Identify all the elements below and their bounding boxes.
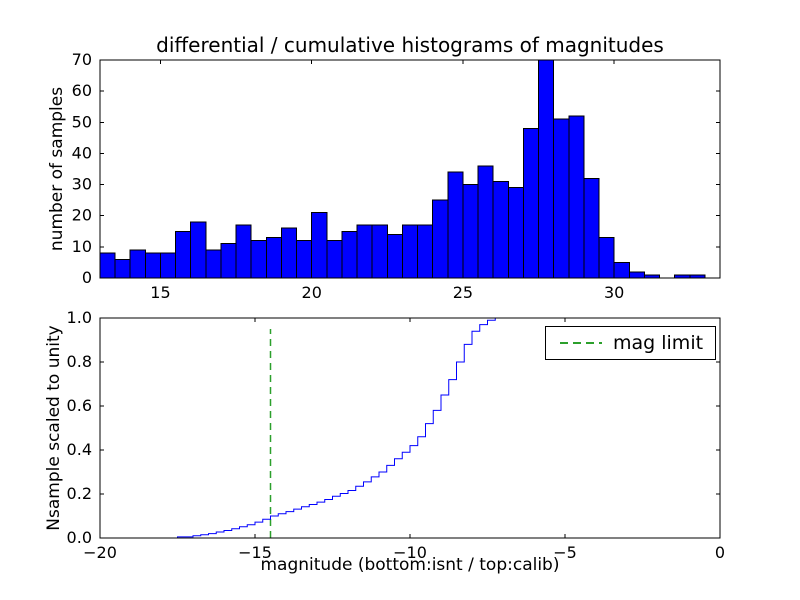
- top-histogram-axes: 15 20 25 30 0 10 20 30 40 50 60 70: [72, 50, 721, 302]
- histogram-bar: [401, 224, 419, 279]
- histogram-bar: [326, 240, 343, 279]
- histogram-bar: [356, 224, 373, 279]
- y-tick-label: 60: [72, 81, 92, 100]
- y-tick-label: 10: [72, 237, 92, 256]
- y-tick-label: 0: [82, 268, 92, 287]
- histogram-bar: [538, 59, 555, 279]
- histogram-bar: [99, 252, 116, 279]
- histogram-bar: [341, 230, 358, 279]
- legend: mag limit: [545, 326, 717, 360]
- y-tick-label: 70: [72, 50, 92, 69]
- cumulative-step-line: [100, 317, 720, 539]
- histogram-bar: [492, 180, 509, 279]
- histogram-bar: [205, 249, 222, 279]
- histogram-bar: [220, 243, 237, 279]
- histogram-bar: [114, 258, 131, 279]
- histogram-bar: [250, 240, 267, 279]
- y-tick-label: 20: [72, 206, 92, 225]
- histogram-bar: [613, 261, 630, 279]
- x-tick-label: 0: [715, 543, 725, 562]
- x-tick-label: 25: [453, 283, 473, 302]
- y-tick-label: 1.0: [67, 308, 92, 327]
- axes-frame: [99, 59, 721, 279]
- histogram-bar: [144, 252, 161, 279]
- bottom-cumulative-axes: −20 −15 −10 −5 0 0.0 0.2 0.4 0.6 0.8 1.0: [67, 308, 726, 562]
- y-tick-label: 50: [72, 112, 92, 131]
- histogram-bar: [386, 233, 403, 279]
- x-tick-label: −15: [238, 543, 272, 562]
- y-tick-label: 40: [72, 143, 92, 162]
- histogram-bar: [522, 128, 540, 279]
- histogram-bar: [280, 227, 298, 279]
- histogram-bar: [462, 184, 479, 279]
- histogram-bar: [296, 240, 313, 279]
- legend-label: mag limit: [613, 332, 704, 354]
- histogram-bar: [175, 230, 192, 279]
- histogram-bar: [190, 221, 207, 279]
- histogram-bar: [159, 252, 177, 279]
- histogram-bar: [417, 224, 434, 279]
- histogram-bar: [447, 171, 464, 279]
- histogram-bars: [99, 59, 706, 279]
- x-tick-label: −10: [393, 543, 427, 562]
- histogram-bar: [583, 177, 600, 279]
- histogram-bar: [477, 165, 494, 279]
- top-y-axis-label: number of samples: [47, 86, 67, 252]
- y-tick-label: 0.6: [67, 396, 92, 415]
- legend-dashed-line-icon: [560, 342, 602, 344]
- histogram-bar: [311, 212, 328, 279]
- bottom-y-axis-label: Nsample scaled to unity: [44, 325, 64, 531]
- y-tick-label: 0.4: [67, 440, 92, 459]
- x-tick-label: 15: [150, 283, 170, 302]
- histogram-bar: [432, 199, 449, 279]
- x-axis-label: magnitude (bottom:isnt / top:calib): [260, 555, 560, 575]
- y-tick-label: 30: [72, 175, 92, 194]
- histogram-bar: [553, 118, 570, 279]
- x-tick-label: −20: [83, 543, 117, 562]
- histogram-bar: [598, 237, 615, 279]
- histogram-bar: [568, 115, 585, 279]
- histogram-bar: [265, 237, 282, 279]
- x-tick-label: −5: [553, 543, 577, 562]
- histogram-bar: [235, 224, 252, 279]
- x-tick-label: 30: [604, 283, 624, 302]
- y-tick-label: 0.8: [67, 352, 92, 371]
- y-tick-label: 0.0: [67, 528, 92, 547]
- y-tick-label: 0.2: [67, 484, 92, 503]
- histogram-bar: [371, 224, 388, 279]
- histogram-bar: [628, 271, 645, 279]
- histogram-bar: [507, 187, 524, 279]
- x-tick-label: 20: [302, 283, 322, 302]
- histogram-bar: [129, 249, 146, 279]
- figure-title: differential / cumulative histograms of …: [156, 33, 664, 57]
